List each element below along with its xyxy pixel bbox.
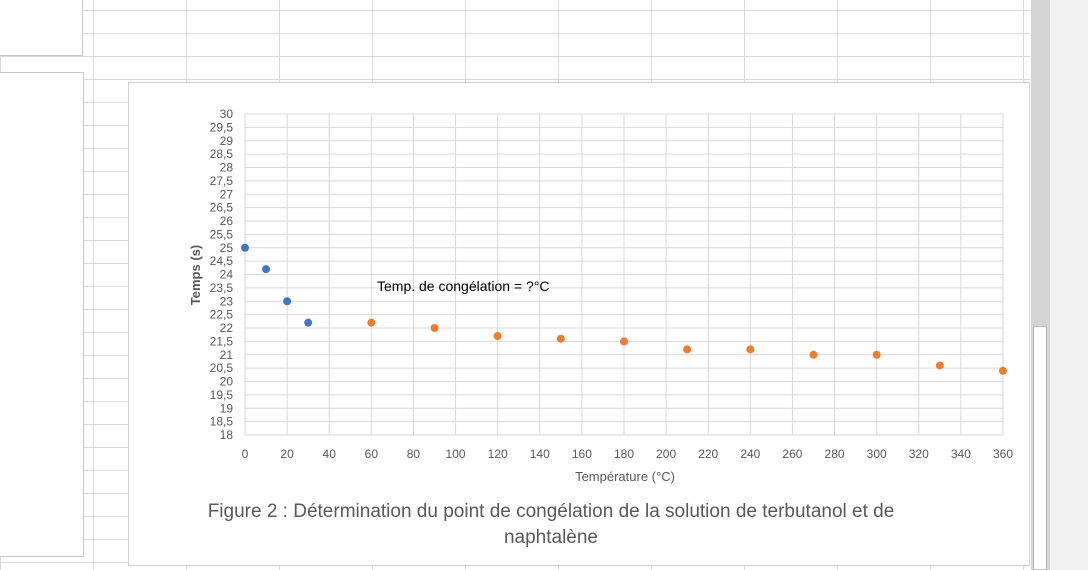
y-axis-label: Temps (s) bbox=[188, 245, 203, 305]
scatter-chart: 1818,51919,52020,52121,52222,52323,52424… bbox=[188, 107, 1014, 484]
data-point-series-1 bbox=[241, 243, 249, 252]
x-tick-label: 240 bbox=[740, 447, 760, 461]
chart-area[interactable]: 18 18,5 19 19,5 20 20,5 21 21,5 22 22,5 23 23,5 24 24… bbox=[128, 82, 1030, 566]
x-tick-label: 60 bbox=[365, 447, 379, 461]
y-tick-label: 18 bbox=[220, 428, 234, 442]
caption-line-2: naphtalène bbox=[503, 527, 599, 548]
y-tick-labels: 1818,51919,52020,52121,52222,52323,52424… bbox=[210, 107, 234, 442]
x-tick-label: 120 bbox=[488, 447, 508, 461]
y-tick-label: 18,5 bbox=[210, 415, 234, 429]
y-tick-label: 29 bbox=[220, 134, 234, 148]
x-tick-label: 200 bbox=[656, 447, 676, 461]
x-tick-label: 300 bbox=[867, 447, 887, 461]
data-point-series-2 bbox=[430, 324, 439, 332]
data-point-series-2 bbox=[935, 361, 944, 370]
data-point-series-2 bbox=[809, 350, 818, 359]
y-tick-label: 26 bbox=[220, 214, 234, 228]
x-tick-label: 100 bbox=[446, 447, 466, 461]
y-tick-label: 27 bbox=[220, 187, 234, 201]
y-tick-label: 22,5 bbox=[210, 308, 234, 322]
x-axis-label: Température (°C) bbox=[575, 469, 675, 484]
caption-line-1: Figure 2 : Détermination du point de con… bbox=[207, 501, 895, 522]
y-tick-label: 19 bbox=[220, 401, 234, 415]
y-tick-label: 23 bbox=[220, 294, 234, 308]
x-tick-label: 320 bbox=[909, 447, 929, 461]
y-tick-label: 25 bbox=[220, 241, 234, 255]
x-tick-label: 340 bbox=[951, 447, 971, 461]
y-tick-label: 30 bbox=[220, 107, 234, 121]
y-tick-label: 24,5 bbox=[210, 254, 234, 268]
y-tick-label: 26,5 bbox=[210, 201, 234, 215]
x-tick-label: 80 bbox=[407, 447, 421, 461]
vertical-scrollbar-thumb[interactable] bbox=[1033, 326, 1047, 570]
data-point-series-2 bbox=[999, 366, 1007, 375]
x-tick-label: 160 bbox=[572, 447, 592, 461]
y-tick-label: 21 bbox=[220, 348, 234, 362]
y-tick-label: 20 bbox=[220, 375, 234, 389]
y-tick-label: 23,5 bbox=[210, 281, 234, 295]
data-point-series-2 bbox=[493, 332, 502, 341]
y-tick-label: 29,5 bbox=[210, 120, 234, 134]
x-tick-label: 280 bbox=[825, 447, 845, 461]
figure-caption: Figure 2 : Détermination du point de con… bbox=[161, 499, 941, 551]
y-tick-label: 20,5 bbox=[210, 361, 234, 375]
chart-annotation[interactable]: Temp. de congélation = ?°C bbox=[377, 278, 550, 294]
data-point-series-1 bbox=[304, 318, 313, 327]
y-tick-label: 19,5 bbox=[210, 388, 234, 402]
data-point-series-1 bbox=[283, 297, 292, 306]
y-tick-label: 28 bbox=[220, 161, 234, 175]
data-point-series-2 bbox=[872, 350, 881, 359]
floating-panel-bottom bbox=[0, 72, 84, 557]
data-point-series-2 bbox=[556, 334, 565, 343]
data-points bbox=[241, 243, 1007, 375]
floating-panel-top bbox=[0, 0, 83, 56]
y-tick-label: 22 bbox=[220, 321, 234, 335]
data-point-series-1 bbox=[262, 265, 271, 274]
data-point-series-2 bbox=[683, 345, 692, 354]
data-point-series-2 bbox=[620, 337, 628, 346]
x-tick-label: 360 bbox=[993, 447, 1013, 461]
x-tick-label: 180 bbox=[614, 447, 634, 461]
x-tick-label: 20 bbox=[280, 447, 294, 461]
y-tick-label: 24 bbox=[220, 268, 234, 282]
y-tick-label: 21,5 bbox=[210, 334, 234, 348]
x-tick-label: 260 bbox=[782, 447, 802, 461]
x-tick-label: 140 bbox=[530, 447, 550, 461]
x-tick-labels: 0 20 40 60 80 100 120 140 160 180 200 220 240 260 280 3… bbox=[242, 447, 1014, 461]
x-tick-label: 220 bbox=[698, 447, 718, 461]
gridlines bbox=[244, 113, 1004, 436]
data-point-series-2 bbox=[746, 345, 755, 354]
y-tick-label: 27,5 bbox=[210, 174, 234, 188]
y-tick-label: 25,5 bbox=[210, 227, 234, 241]
y-tick-label: 28,5 bbox=[210, 147, 234, 161]
x-tick-label: 0 bbox=[242, 447, 249, 461]
data-point-series-2 bbox=[367, 318, 376, 327]
x-tick-label: 40 bbox=[323, 447, 337, 461]
